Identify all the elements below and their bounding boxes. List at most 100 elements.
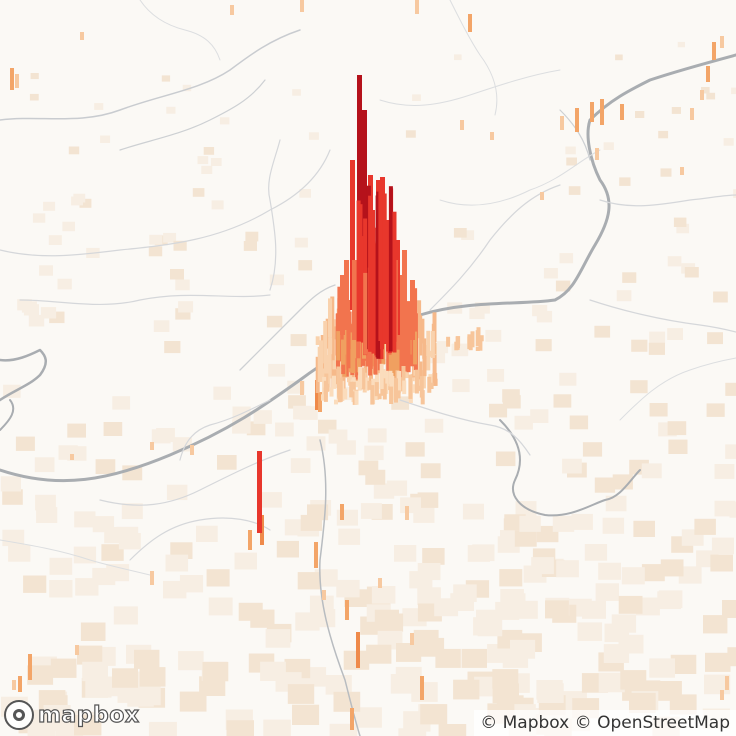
density-spike <box>338 377 343 402</box>
density-spike <box>344 260 349 330</box>
grid-cell <box>668 439 688 454</box>
grid-cell <box>556 560 579 578</box>
density-spike <box>352 391 357 398</box>
density-spike <box>317 346 322 382</box>
grid-cell <box>649 403 668 417</box>
density-spike <box>414 374 419 394</box>
density-spike <box>389 373 394 387</box>
grid-cell <box>641 564 665 582</box>
grid-cell <box>461 230 475 240</box>
density-spike <box>410 633 414 645</box>
density-spike <box>321 368 326 382</box>
grid-cell <box>582 600 606 619</box>
density-spike <box>330 296 335 340</box>
boundary-west-2 <box>0 399 15 431</box>
grid-cell <box>294 237 308 248</box>
minor-9 <box>379 69 561 106</box>
density-spike <box>410 373 415 382</box>
grid-cell <box>197 156 209 165</box>
grid-cell <box>297 572 321 590</box>
grid-cell <box>23 575 47 593</box>
grid-cell <box>27 665 54 685</box>
grid-cell <box>454 54 462 61</box>
density-spike <box>354 381 358 388</box>
grid-cell <box>532 304 548 317</box>
grid-cell <box>537 683 564 703</box>
grid-cell <box>453 584 477 602</box>
grid-cell <box>562 458 582 474</box>
mapbox-logo[interactable]: mapbox <box>4 700 140 730</box>
grid-cell <box>605 495 627 512</box>
density-spike <box>378 578 382 588</box>
density-spike <box>323 321 328 364</box>
density-spike <box>402 380 407 395</box>
attribution-osm-link[interactable]: OpenStreetMap <box>597 713 730 733</box>
grid-cell <box>398 728 427 736</box>
grid-cell <box>706 403 725 417</box>
density-spike <box>700 90 704 100</box>
density-spike <box>365 377 370 391</box>
minor-1 <box>0 29 301 121</box>
grid-cell <box>163 232 177 243</box>
grid-cell <box>598 562 621 580</box>
grid-cell <box>103 422 123 436</box>
grid-cell <box>219 117 230 125</box>
grid-cell <box>571 513 593 530</box>
grid-cell <box>213 386 231 400</box>
density-spike <box>725 676 729 690</box>
density-spike <box>690 108 694 120</box>
grid-cell <box>77 645 103 665</box>
density-spike <box>706 66 710 82</box>
density-spike <box>329 387 334 397</box>
grid-cell <box>39 265 53 276</box>
grid-cell <box>374 609 399 628</box>
density-spike <box>427 376 432 393</box>
grid-cell <box>405 442 425 457</box>
grid-cell <box>635 111 645 118</box>
density-spike <box>478 338 483 351</box>
minor-20 <box>139 0 221 61</box>
attribution-mapbox-link[interactable]: Mapbox <box>502 713 570 733</box>
grid-cell <box>234 552 257 570</box>
population-spikes <box>10 0 729 730</box>
grid-cell <box>354 707 382 728</box>
grid-cell <box>497 536 520 553</box>
grid-cell <box>148 722 177 736</box>
grid-cell <box>714 464 735 479</box>
grid-cell <box>203 147 215 155</box>
grid-cell <box>206 569 230 587</box>
grid-cell <box>725 444 736 459</box>
grid-cell <box>74 715 102 736</box>
density-spike <box>12 680 16 690</box>
density-spike <box>150 442 154 450</box>
grid-cell <box>71 196 83 206</box>
grid-cell <box>35 494 56 511</box>
grid-cell <box>495 451 516 467</box>
grid-cell <box>667 421 687 436</box>
density-spike <box>384 370 389 394</box>
grid-cell <box>731 87 736 95</box>
grid-cell <box>290 334 307 347</box>
grid-cell <box>535 339 552 352</box>
minor-8 <box>439 149 601 206</box>
grid-cell <box>121 503 143 520</box>
grid-cell <box>565 146 576 155</box>
minor-4 <box>19 294 271 306</box>
grid-cell <box>62 221 75 232</box>
grid-cell <box>82 661 108 682</box>
grid-cell <box>673 217 687 227</box>
grid-cell <box>295 612 320 631</box>
density-spike <box>257 451 262 533</box>
density-spike <box>420 676 424 700</box>
density-spike <box>413 331 418 365</box>
density-spike <box>370 385 375 405</box>
grid-cell <box>367 428 387 443</box>
grid-cell <box>667 256 682 267</box>
density-spike <box>467 334 472 344</box>
grid-cell <box>2 489 23 505</box>
density-spike <box>336 366 341 389</box>
grid-cell <box>276 540 299 558</box>
